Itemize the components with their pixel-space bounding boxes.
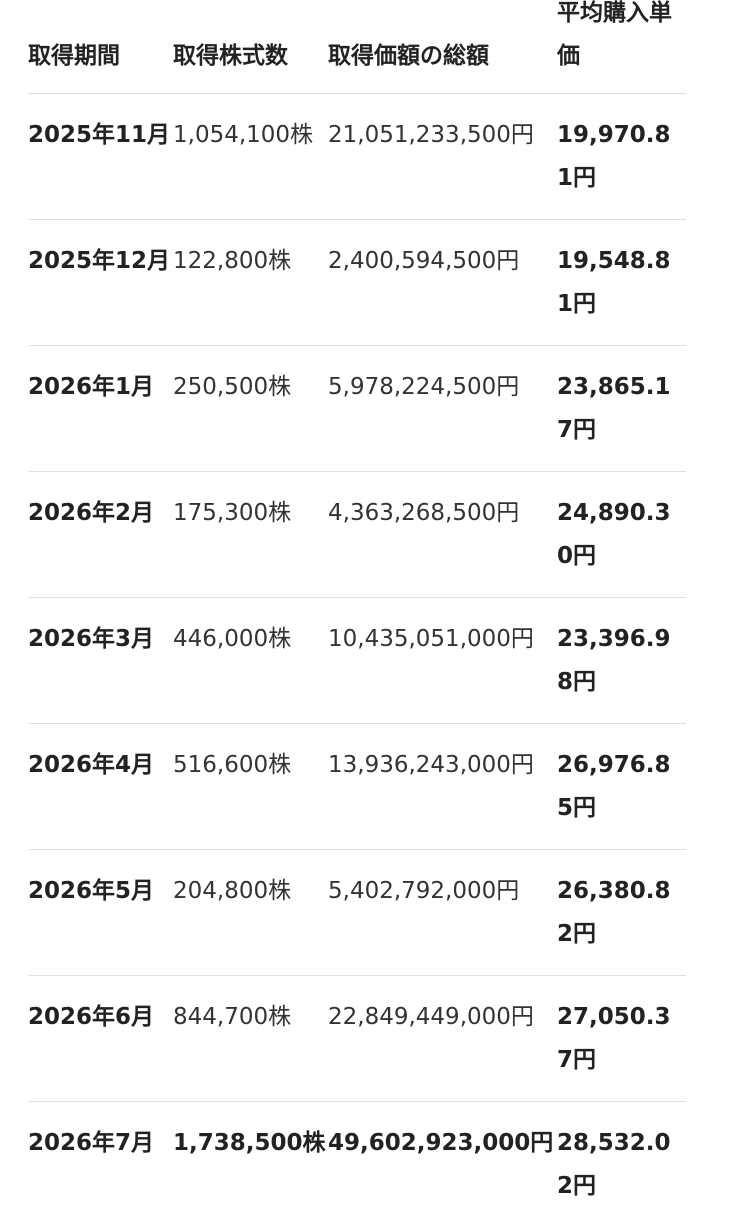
cell-shares-text: 175,300株 <box>173 472 328 535</box>
cell-total-value: 4,363,268,500円 <box>328 472 557 598</box>
cell-average-price: 19,548.81円 <box>557 220 686 346</box>
cell-total-value-text: 5,402,792,000円 <box>328 850 557 913</box>
cell-shares-text: 446,000株 <box>173 598 328 661</box>
cell-average-price: 28,532.02円 <box>557 1102 686 1227</box>
header-average-purchase-price: 平均購入単価 <box>557 0 686 94</box>
cell-total-value-text: 13,936,243,000円 <box>328 724 557 787</box>
cell-average-price-text: 23,865.17円 <box>557 346 686 452</box>
cell-shares: 446,000株 <box>173 598 328 724</box>
cell-total-value-text: 49,602,923,000円 <box>328 1102 557 1165</box>
cell-period: 2026年7月 <box>28 1102 173 1227</box>
cell-period-text: 2026年2月 <box>28 472 173 535</box>
cell-period: 2026年5月 <box>28 850 173 976</box>
cell-average-price: 23,865.17円 <box>557 346 686 472</box>
table-header: 取得期間 取得株式数 取得価額の総額 平均購入単価 <box>28 0 686 94</box>
cell-total-value-text: 4,363,268,500円 <box>328 472 557 535</box>
cell-average-price: 26,380.82円 <box>557 850 686 976</box>
cell-period: 2026年4月 <box>28 724 173 850</box>
cell-period: 2026年6月 <box>28 976 173 1102</box>
cell-period-text: 2026年7月 <box>28 1102 173 1165</box>
cell-average-price: 24,890.30円 <box>557 472 686 598</box>
cell-total-value: 2,400,594,500円 <box>328 220 557 346</box>
cell-shares: 844,700株 <box>173 976 328 1102</box>
cell-shares: 122,800株 <box>173 220 328 346</box>
cell-shares-text: 844,700株 <box>173 976 328 1039</box>
cell-average-price: 27,050.37円 <box>557 976 686 1102</box>
cell-average-price-text: 19,970.81円 <box>557 94 686 200</box>
cell-period: 2026年3月 <box>28 598 173 724</box>
cell-shares-text: 1,054,100株 <box>173 94 328 157</box>
header-row: 取得期間 取得株式数 取得価額の総額 平均購入単価 <box>28 0 686 94</box>
cell-total-value: 5,402,792,000円 <box>328 850 557 976</box>
cell-average-price-text: 26,976.85円 <box>557 724 686 830</box>
cell-period: 2025年11月 <box>28 94 173 220</box>
cell-average-price-text: 23,396.98円 <box>557 598 686 704</box>
cell-period-text: 2025年12月 <box>28 220 173 283</box>
cell-period-text: 2026年5月 <box>28 850 173 913</box>
cell-total-value-text: 21,051,233,500円 <box>328 94 557 157</box>
cell-period-text: 2026年1月 <box>28 346 173 409</box>
cell-period-text: 2026年4月 <box>28 724 173 787</box>
header-acquisition-period: 取得期間 <box>28 0 173 94</box>
header-total-acquisition-value: 取得価額の総額 <box>328 0 557 94</box>
cell-average-price-text: 27,050.37円 <box>557 976 686 1082</box>
cell-shares: 516,600株 <box>173 724 328 850</box>
cell-period: 2026年2月 <box>28 472 173 598</box>
cell-shares: 1,054,100株 <box>173 94 328 220</box>
cell-period: 2026年1月 <box>28 346 173 472</box>
cell-total-value: 13,936,243,000円 <box>328 724 557 850</box>
cell-total-value-text: 5,978,224,500円 <box>328 346 557 409</box>
cell-shares: 175,300株 <box>173 472 328 598</box>
cell-total-value-text: 10,435,051,000円 <box>328 598 557 661</box>
cell-period-text: 2026年3月 <box>28 598 173 661</box>
cell-shares-text: 516,600株 <box>173 724 328 787</box>
cell-total-value: 49,602,923,000円 <box>328 1102 557 1227</box>
cell-period: 2025年12月 <box>28 220 173 346</box>
cell-shares-text: 1,738,500株 <box>173 1102 328 1165</box>
cell-total-value: 10,435,051,000円 <box>328 598 557 724</box>
cell-total-value-text: 2,400,594,500円 <box>328 220 557 283</box>
cell-average-price: 23,396.98円 <box>557 598 686 724</box>
cell-shares-text: 204,800株 <box>173 850 328 913</box>
cell-average-price-text: 26,380.82円 <box>557 850 686 956</box>
cell-total-value-text: 22,849,449,000円 <box>328 976 557 1039</box>
header-shares-acquired: 取得株式数 <box>173 0 328 94</box>
cell-total-value: 22,849,449,000円 <box>328 976 557 1102</box>
cell-period-text: 2026年6月 <box>28 976 173 1039</box>
cell-average-price-text: 19,548.81円 <box>557 220 686 326</box>
cell-total-value: 21,051,233,500円 <box>328 94 557 220</box>
cell-average-price: 26,976.85円 <box>557 724 686 850</box>
cell-shares: 1,738,500株 <box>173 1102 328 1227</box>
cell-shares: 250,500株 <box>173 346 328 472</box>
cell-shares: 204,800株 <box>173 850 328 976</box>
cell-shares-text: 250,500株 <box>173 346 328 409</box>
cell-average-price-text: 28,532.02円 <box>557 1102 686 1208</box>
cell-average-price-text: 24,890.30円 <box>557 472 686 578</box>
cell-total-value: 5,978,224,500円 <box>328 346 557 472</box>
cell-average-price: 19,970.81円 <box>557 94 686 220</box>
cell-period-text: 2025年11月 <box>28 94 173 157</box>
cell-shares-text: 122,800株 <box>173 220 328 283</box>
